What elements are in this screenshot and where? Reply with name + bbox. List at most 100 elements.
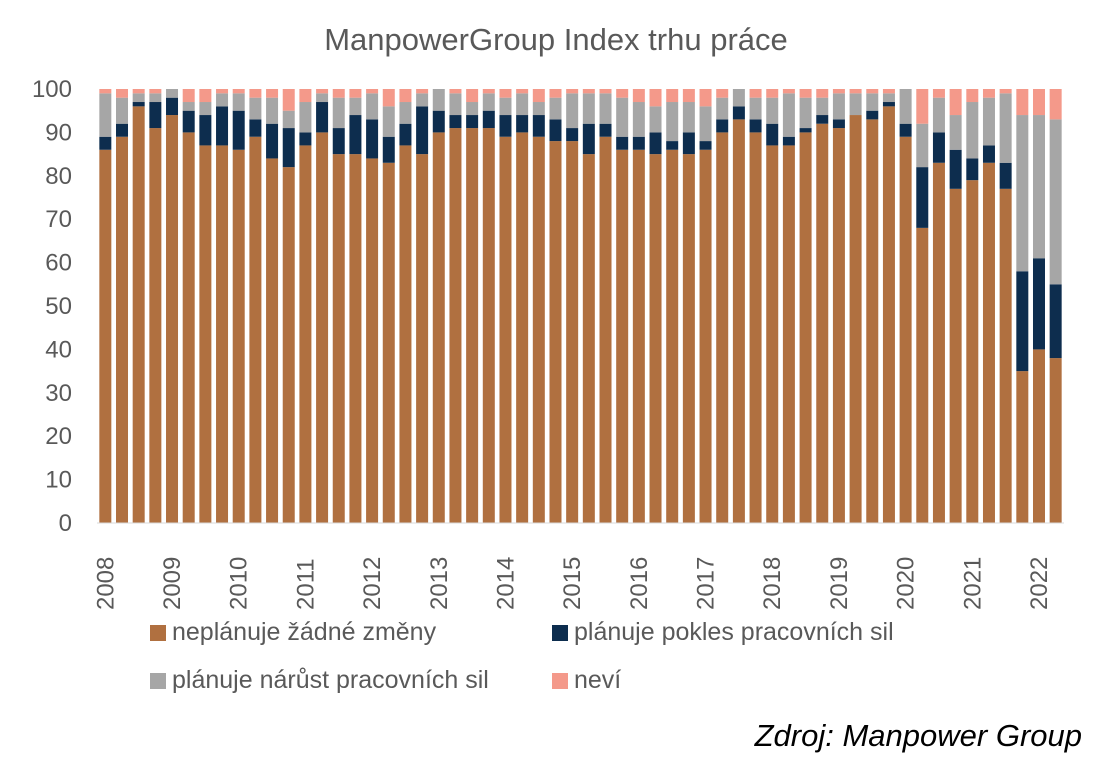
bar-segment-4: [716, 89, 729, 98]
bar-segment-3: [516, 93, 529, 116]
legend-label-narust: plánuje nárůst pracovních sil: [172, 666, 489, 694]
bar-segment-1: [799, 132, 812, 523]
bar-segment-2: [116, 123, 129, 137]
bar-segment-4: [982, 89, 995, 98]
bar-segment-3: [482, 93, 495, 111]
bar-segment-3: [766, 97, 779, 124]
bar-segment-4: [749, 89, 762, 98]
x-tick-label: 2010: [226, 557, 253, 610]
bar-segment-2: [432, 110, 445, 133]
bar-segment-2: [666, 141, 679, 150]
bar-segment-2: [649, 132, 662, 155]
bar-segment-4: [782, 89, 795, 94]
bar-segment-2: [1032, 258, 1045, 350]
y-tick-label: 90: [45, 119, 72, 146]
legend-item-nevi: neví: [552, 666, 621, 695]
bar-segment-3: [449, 93, 462, 116]
bar-segment-4: [582, 89, 595, 94]
bar-segment-3: [199, 102, 212, 116]
bar-segment-4: [266, 89, 279, 98]
bar-segment-1: [949, 188, 962, 523]
bar-segment-4: [799, 89, 812, 98]
bar-segment-4: [816, 89, 829, 98]
bar-segment-4: [882, 89, 895, 94]
bar-segment-1: [882, 106, 895, 524]
bar-segment-4: [699, 89, 712, 107]
bar-segment-4: [399, 89, 412, 103]
bar-segment-3: [732, 89, 745, 107]
bar-segment-1: [166, 115, 179, 523]
bar-segment-3: [232, 93, 245, 111]
bar-segment-3: [549, 97, 562, 120]
bar-segment-1: [916, 227, 929, 523]
bar-segment-1: [1049, 358, 1062, 523]
bar-segment-1: [316, 132, 329, 523]
bar-segment-3: [266, 97, 279, 124]
bar-segment-2: [516, 115, 529, 133]
bar-segment-4: [832, 89, 845, 94]
bar-segment-4: [366, 89, 379, 94]
bar-segment-4: [616, 89, 629, 98]
bar-segment-4: [299, 89, 312, 103]
y-tick-label: 40: [45, 336, 72, 363]
bar-segment-4: [566, 89, 579, 94]
x-tick-label: 2020: [893, 557, 920, 610]
bar-segment-1: [399, 145, 412, 524]
bar-segment-3: [966, 102, 979, 159]
bar-segment-4: [482, 89, 495, 94]
bar-segment-2: [482, 110, 495, 129]
bar-segment-1: [932, 162, 945, 523]
bar-segment-3: [682, 102, 695, 133]
bar-segment-2: [166, 97, 179, 116]
bar-segment-1: [199, 145, 212, 524]
bar-segment-1: [232, 149, 245, 523]
bar-segment-4: [116, 89, 129, 98]
bar-segment-2: [749, 119, 762, 133]
bar-segment-3: [899, 89, 912, 124]
bar-segment-2: [949, 149, 962, 189]
bar-segment-3: [816, 97, 829, 116]
x-tick-label: 2019: [826, 557, 853, 610]
bar-segment-4: [766, 89, 779, 98]
bar-segment-3: [349, 97, 362, 116]
bar-segment-3: [616, 97, 629, 137]
bar-segment-3: [782, 93, 795, 137]
legend-swatch-pokles: [552, 624, 568, 641]
bar-segment-2: [299, 132, 312, 146]
bar-segment-3: [416, 93, 429, 107]
bar-segment-2: [349, 115, 362, 155]
x-tick-label: 2017: [693, 557, 720, 610]
bar-segment-4: [132, 89, 145, 94]
y-tick-label: 0: [59, 510, 72, 537]
bar-segment-2: [549, 119, 562, 142]
bar-segment-3: [466, 102, 479, 116]
y-tick-label: 50: [45, 293, 72, 320]
bar-segment-3: [699, 106, 712, 142]
bar-segment-2: [699, 141, 712, 150]
bar-segment-3: [432, 89, 445, 111]
bar-segment-3: [149, 93, 162, 103]
bar-segment-4: [649, 89, 662, 107]
bar-segment-3: [582, 93, 595, 124]
legend-swatch-narust: [150, 672, 166, 689]
bar-segment-2: [966, 158, 979, 181]
legend-item-neplanuje: neplánuje žádné změny: [150, 618, 436, 647]
bar-segment-1: [766, 145, 779, 524]
bar-segment-1: [849, 115, 862, 523]
bar-segment-1: [1016, 371, 1029, 523]
bar-segment-4: [666, 89, 679, 103]
bar-segment-3: [366, 93, 379, 120]
bar-segment-3: [116, 97, 129, 124]
legend-label-neplanuje: neplánuje žádné změny: [172, 618, 437, 646]
bar-segment-3: [249, 97, 262, 120]
bar-segment-3: [332, 97, 345, 129]
bar-segment-2: [199, 115, 212, 146]
bar-segment-1: [616, 149, 629, 523]
bar-segment-4: [949, 89, 962, 116]
bar-segment-3: [1032, 115, 1045, 259]
bar-segment-4: [532, 89, 545, 103]
x-tick-label: 2012: [359, 557, 386, 610]
bar-segment-1: [549, 141, 562, 523]
bar-segment-2: [766, 123, 779, 146]
bar-segment-2: [882, 102, 895, 107]
